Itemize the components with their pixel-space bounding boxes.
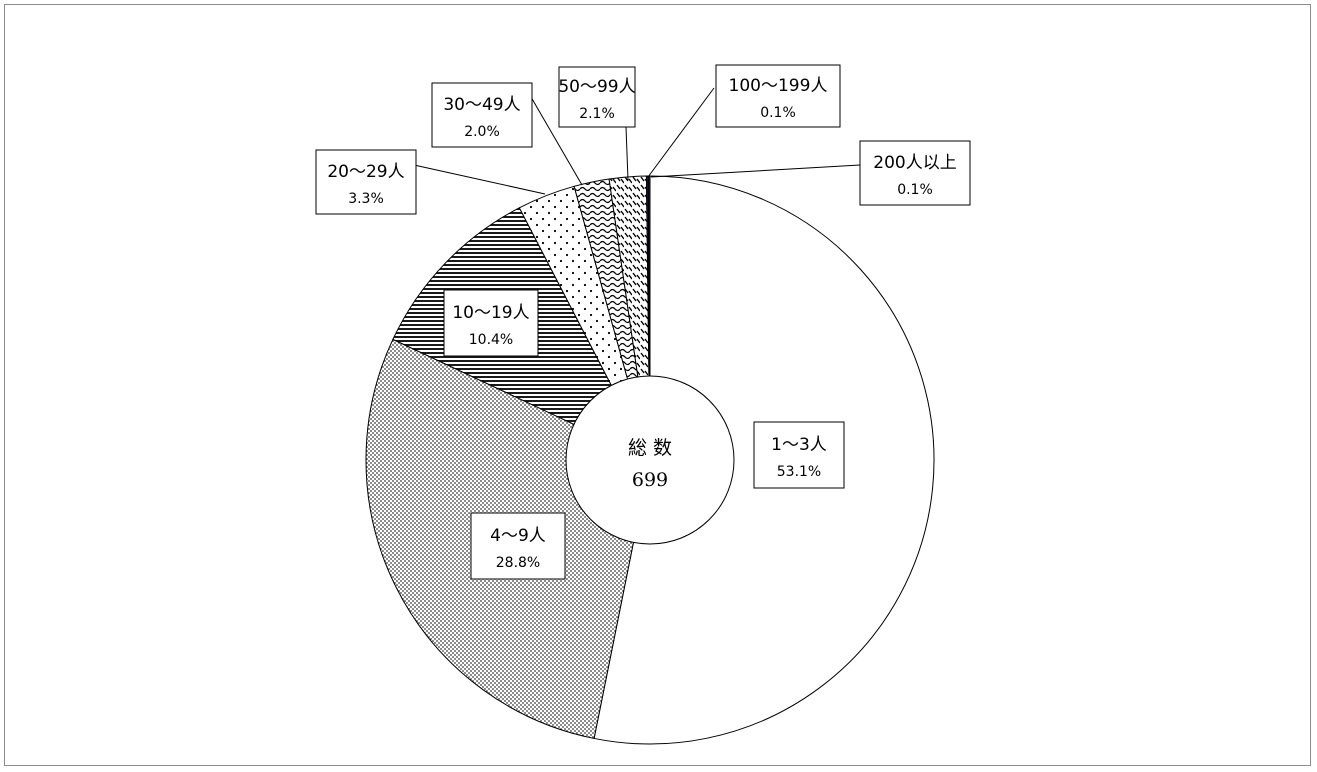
slice-label-box [715,64,841,128]
slice-label-box [431,82,533,148]
slice-label-box [558,66,636,128]
leader-line-4 [413,164,546,195]
slice-label-7: 100～199人 0.1% [715,64,841,128]
slice-label-4: 20～29人 3.3% [315,149,417,215]
donut-center-hole [565,375,735,545]
slice-label-6: 50～99人 2.1% [558,66,636,128]
slice-category-label: 1～3人 [771,435,827,455]
slice-category-label: 20～29人 [327,162,404,182]
slice-percent-label: 10.4% [469,332,513,348]
slice-percent-label: 53.1% [777,464,821,480]
slice-label-2: 4～9人 28.8% [470,512,566,580]
slice-label-box [753,421,845,489]
leader-line-8 [650,164,861,178]
slice-category-label: 200人以上 [873,153,956,173]
slice-category-label: 50～99人 [558,77,635,97]
slice-percent-label: 3.3% [348,191,384,207]
leader-line-7 [647,87,715,178]
slice-category-label: 10～19人 [452,303,529,323]
slice-label-box [443,289,539,357]
slice-percent-label: 2.0% [464,124,500,140]
leader-line-5 [530,96,583,186]
slice-label-8: 200人以上 0.1% [859,140,971,206]
center-label: 総 数 [628,437,672,459]
slice-percent-label: 0.1% [760,105,796,121]
slice-percent-label: 2.1% [579,106,615,122]
slice-label-5: 30～49人 2.0% [431,82,533,148]
slice-percent-label: 28.8% [496,555,540,571]
slice-label-1: 1～3人 53.1% [753,421,845,489]
slice-label-box [470,512,566,580]
slice-label-3: 10～19人 10.4% [443,289,539,357]
slice-label-box [315,149,417,215]
slice-category-label: 100～199人 [729,76,828,96]
center-total: 699 [632,469,668,491]
slice-percent-label: 0.1% [897,182,933,198]
slice-category-label: 4～9人 [490,526,546,546]
slice-category-label: 30～49人 [443,95,520,115]
slice-label-box [859,140,971,206]
leader-line-6 [625,126,629,181]
